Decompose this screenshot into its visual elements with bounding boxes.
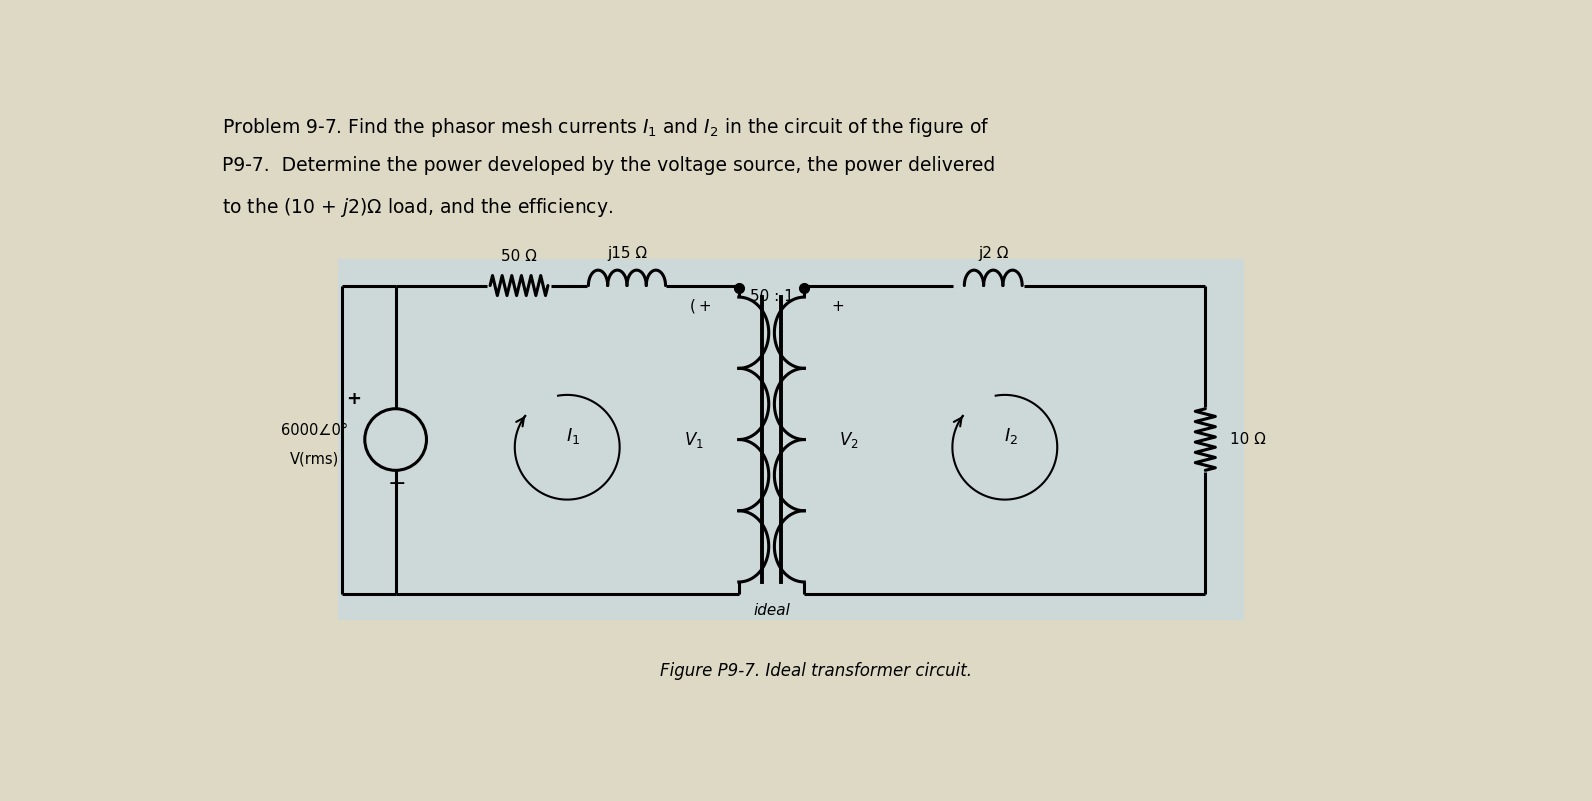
Text: to the (10 + $j$2)$\Omega$ load, and the efficiency.: to the (10 + $j$2)$\Omega$ load, and the… — [223, 196, 613, 219]
Text: P9-7.  Determine the power developed by the voltage source, the power delivered: P9-7. Determine the power developed by t… — [223, 156, 995, 175]
Text: ( +: ( + — [691, 299, 712, 314]
Text: $V_1$: $V_1$ — [685, 429, 704, 449]
Text: Problem 9-7. Find the phasor mesh currents $I_1$ and $I_2$ in the circuit of the: Problem 9-7. Find the phasor mesh curren… — [223, 116, 990, 139]
Text: V(rms): V(rms) — [290, 451, 339, 466]
Text: 6000∠0°: 6000∠0° — [282, 423, 349, 438]
FancyBboxPatch shape — [338, 259, 1243, 621]
Text: +: + — [345, 391, 361, 409]
Text: +: + — [831, 299, 844, 314]
Text: 10 Ω: 10 Ω — [1231, 432, 1266, 447]
Text: Figure P9-7. Ideal transformer circuit.: Figure P9-7. Ideal transformer circuit. — [661, 662, 971, 679]
Text: j2 Ω: j2 Ω — [977, 246, 1008, 261]
Text: j15 Ω: j15 Ω — [607, 246, 646, 261]
Text: 50 : 1: 50 : 1 — [750, 289, 793, 304]
Text: $I_1$: $I_1$ — [567, 425, 581, 445]
Text: −: − — [388, 474, 406, 494]
Text: $I_2$: $I_2$ — [1005, 425, 1017, 445]
Text: ideal: ideal — [753, 603, 790, 618]
Text: 50 Ω: 50 Ω — [501, 249, 537, 264]
Text: $V_2$: $V_2$ — [839, 429, 858, 449]
